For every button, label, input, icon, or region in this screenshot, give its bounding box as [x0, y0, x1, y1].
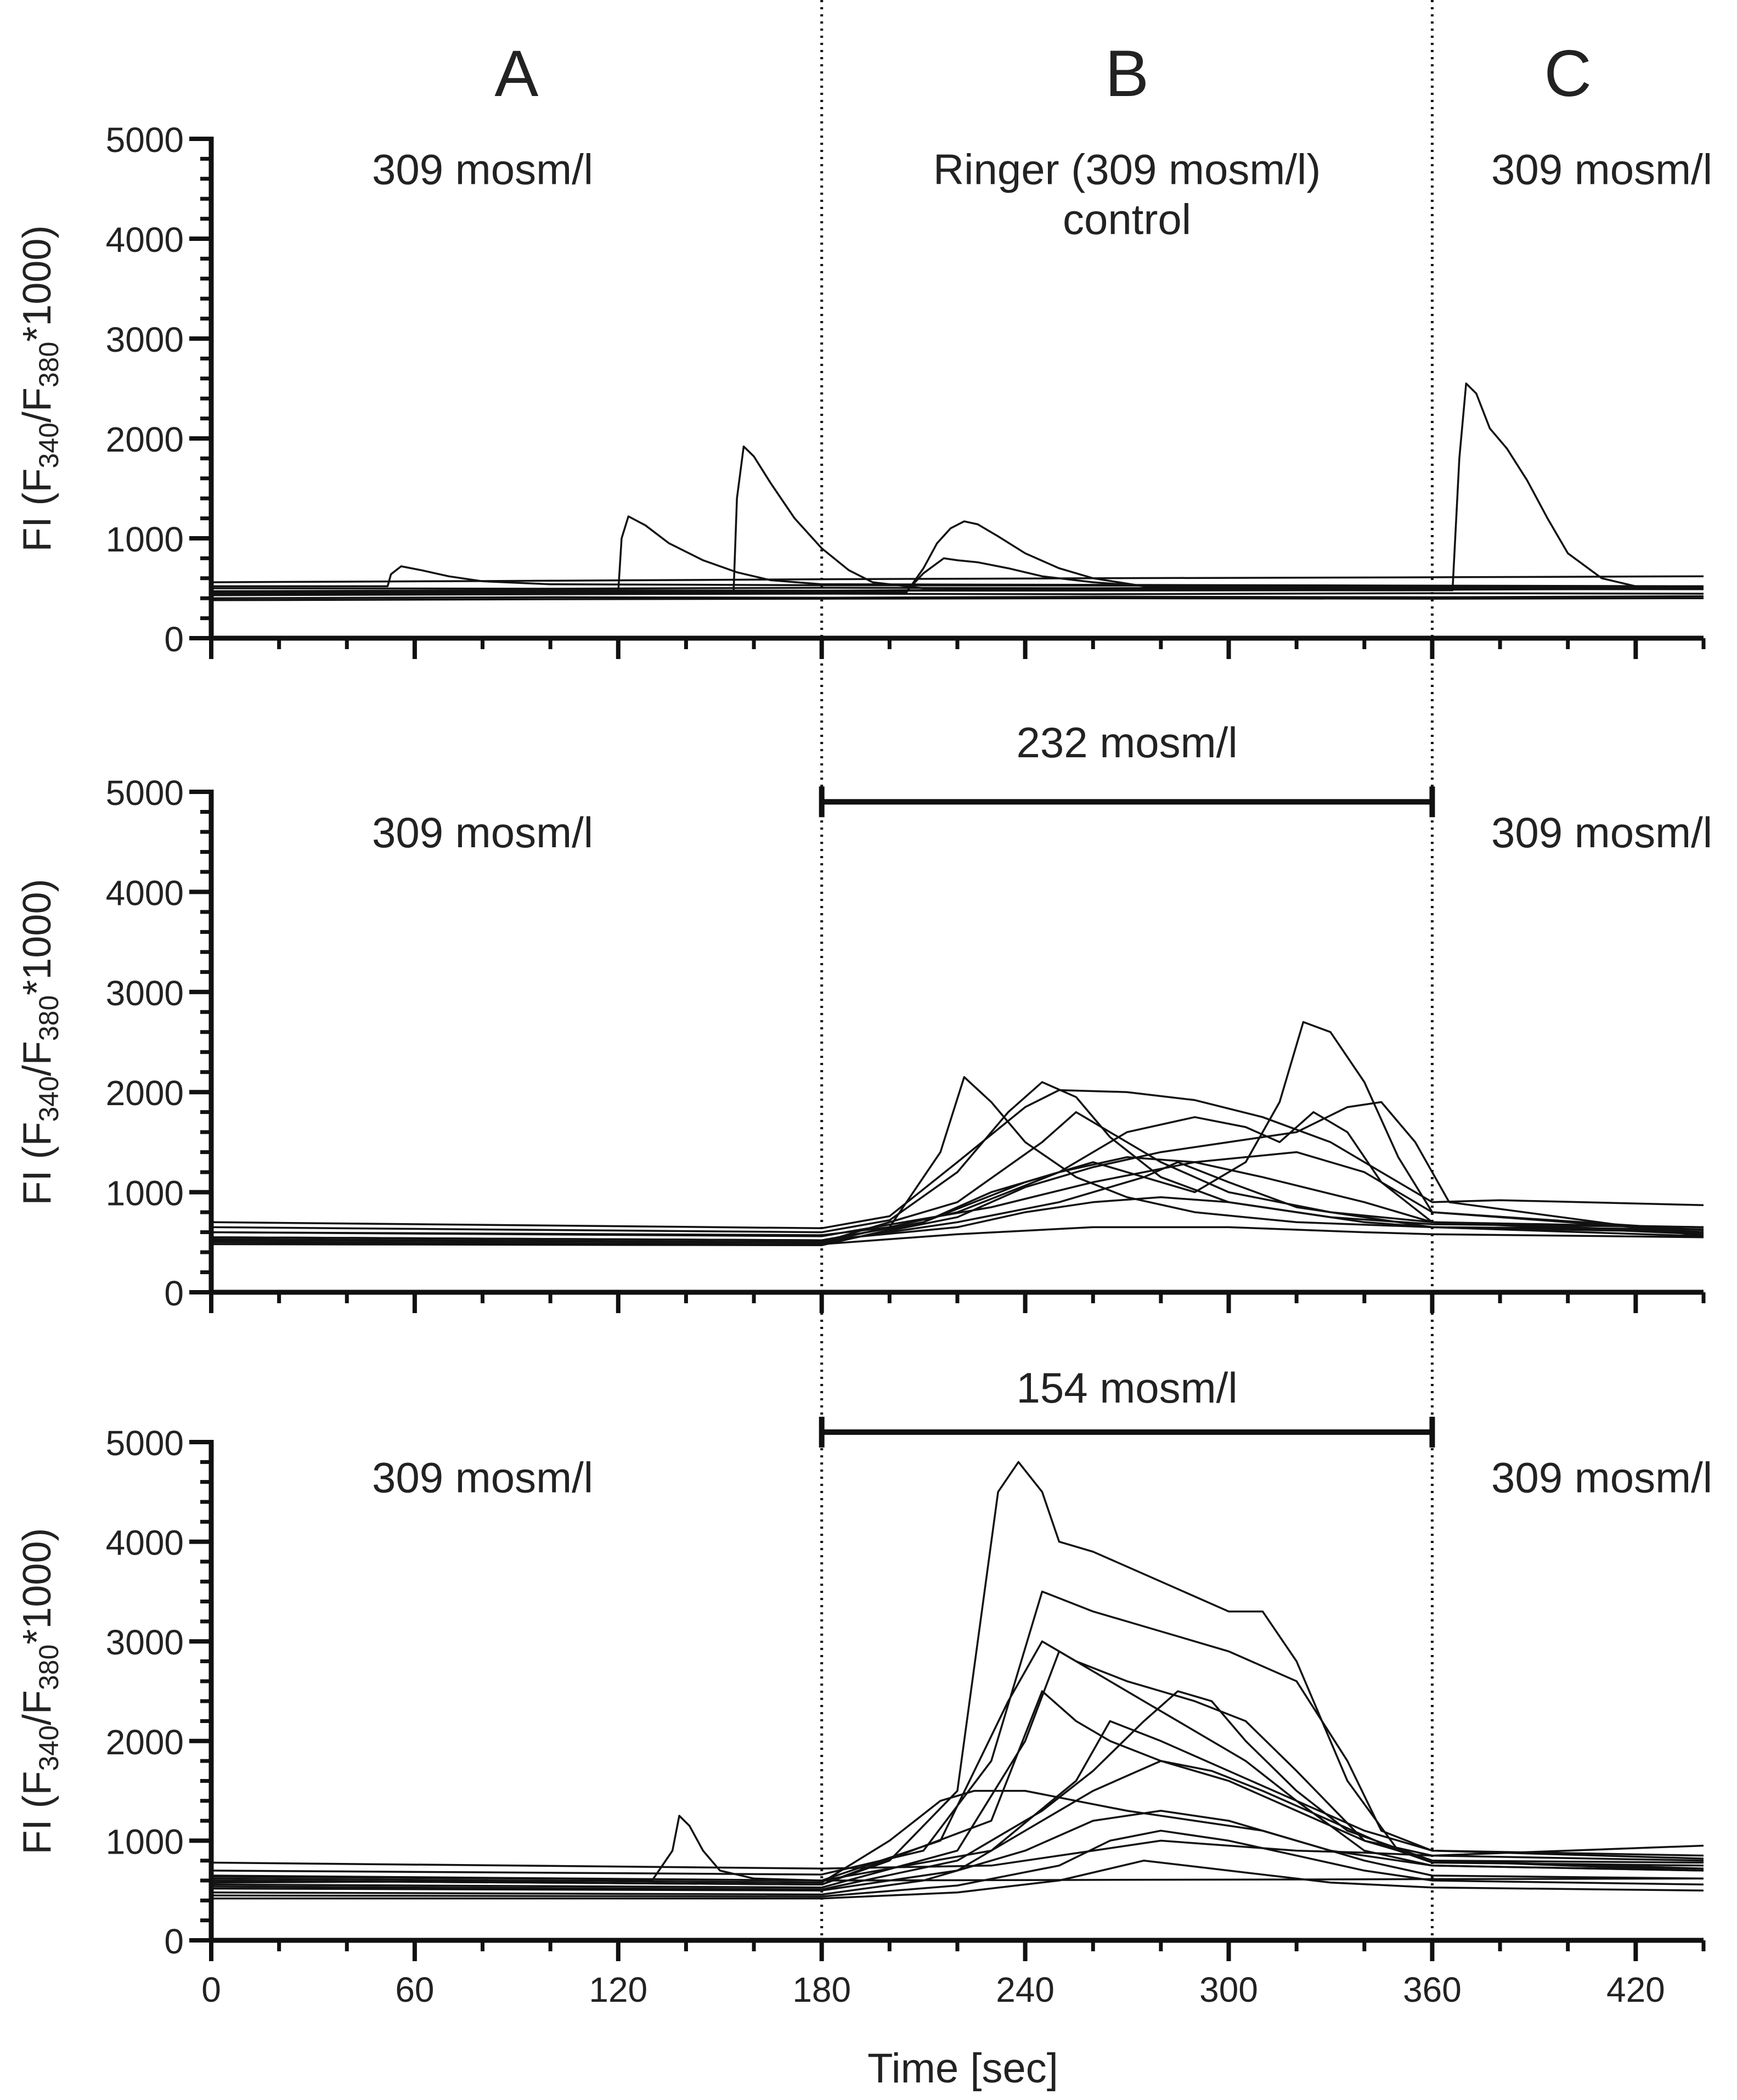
- y-axis-label: FI (F340/F380*1000): [15, 1528, 64, 1855]
- y-axis-label-part: 380: [33, 342, 64, 387]
- trace-line: [211, 1760, 1704, 1891]
- y-tick-label: 0: [164, 620, 184, 659]
- trace-line: [211, 1021, 1704, 1241]
- phase-label-c: C: [1544, 37, 1592, 110]
- trace-line: [211, 1720, 1704, 1882]
- y-tick-label: 5000: [106, 1423, 184, 1463]
- x-tick-label: 0: [201, 1970, 221, 2009]
- y-axis-label-part: 380: [33, 1645, 64, 1690]
- annotation: 309 mosm/l: [372, 1454, 593, 1502]
- trace-line: [211, 445, 1704, 595]
- x-tick-label: 300: [1199, 1970, 1258, 2009]
- annotation: 309 mosm/l: [1491, 145, 1712, 194]
- y-axis-label-part: *1000): [15, 879, 59, 995]
- y-tick-label: 5000: [106, 120, 184, 160]
- x-axis-label: Time [sec]: [867, 2045, 1058, 2092]
- y-axis-label-part: 340: [33, 423, 64, 468]
- trace-line: [211, 520, 1704, 594]
- y-axis-label-part: /F: [15, 1690, 59, 1725]
- trace-line: [211, 1690, 1704, 1891]
- y-tick-label: 3000: [106, 1623, 184, 1662]
- trace-line: [211, 1101, 1704, 1246]
- y-tick-label: 4000: [106, 220, 184, 260]
- trace-line: [211, 1829, 1704, 1898]
- x-tick-label: 180: [792, 1970, 851, 2009]
- trace-line: [211, 1196, 1704, 1241]
- y-tick-label: 2000: [106, 1073, 184, 1113]
- y-axis-label-part: *1000): [15, 226, 59, 342]
- phase-label-a: A: [494, 37, 538, 110]
- y-axis-label: FI (F340/F380*1000): [15, 226, 64, 552]
- trace-line: [211, 1859, 1704, 1900]
- annotation: Ringer (309 mosm/l): [933, 145, 1321, 194]
- y-tick-label: 4000: [106, 1523, 184, 1563]
- y-tick-label: 5000: [106, 773, 184, 813]
- y-tick-label: 1000: [106, 1822, 184, 1861]
- y-tick-label: 2000: [106, 1722, 184, 1762]
- y-tick-label: 0: [164, 1274, 184, 1313]
- trace-line: [211, 515, 1704, 594]
- y-axis-label-part: FI (F: [15, 1771, 59, 1855]
- y-tick-label: 1000: [106, 520, 184, 559]
- trace-line: [211, 1640, 1704, 1882]
- trace-line: [211, 1839, 1704, 1870]
- trace-line: [211, 595, 1704, 599]
- trace-line: [211, 1650, 1704, 1889]
- trace-line: [211, 1590, 1704, 1876]
- phase-layer: A B C: [494, 0, 1592, 1943]
- y-tick-label: 0: [164, 1922, 184, 1961]
- trace-line: [211, 1461, 1704, 1886]
- x-tick-label: 120: [589, 1970, 647, 2009]
- annotation: 309 mosm/l: [372, 145, 593, 194]
- annotation: control: [1063, 195, 1191, 244]
- panel-bottom: 0 1000 2000 3000 4000 5000 0 60 120 180 240 300 360 4…: [15, 1364, 1712, 2009]
- phase-label-b: B: [1105, 37, 1149, 110]
- trace-line: [211, 1151, 1704, 1237]
- trace-line: [211, 1226, 1704, 1246]
- trace-line: [211, 1111, 1704, 1243]
- y-tick-label: 3000: [106, 973, 184, 1013]
- trace-line: [211, 1810, 1704, 1896]
- y-tick-label: 4000: [106, 873, 184, 913]
- y-axis-label-part: 380: [33, 995, 64, 1041]
- annotation: 309 mosm/l: [372, 808, 593, 857]
- x-tick-label: 360: [1403, 1970, 1462, 2009]
- y-axis-label: FI (F340/F380*1000): [15, 879, 64, 1206]
- trace-line: [211, 597, 1704, 601]
- x-tick-label: 240: [996, 1970, 1054, 2009]
- y-axis-label-part: /F: [15, 1041, 59, 1076]
- trace-line: [211, 565, 1704, 588]
- y-axis-label-part: FI (F: [15, 1122, 59, 1206]
- y-axis-label-part: *1000): [15, 1528, 59, 1645]
- trace-line: [211, 557, 1704, 594]
- annotation: 309 mosm/l: [1491, 1454, 1712, 1502]
- annotation: 154 mosm/l: [1017, 1364, 1238, 1412]
- annotation: 232 mosm/l: [1017, 718, 1238, 767]
- trace-line: [211, 382, 1704, 593]
- panel-top: 0 1000 2000 3000 4000 5000 FI (F340/F380*1000)…: [15, 120, 1712, 659]
- y-axis-label-part: 340: [33, 1076, 64, 1122]
- annotation: 309 mosm/l: [1491, 808, 1712, 857]
- trace-line: [211, 1161, 1704, 1243]
- x-tick-label: 420: [1606, 1970, 1665, 2009]
- y-tick-label: 2000: [106, 420, 184, 459]
- trace-line: [211, 1156, 1704, 1247]
- y-axis-label-part: /F: [15, 387, 59, 423]
- x-tick-label: 60: [395, 1970, 434, 2009]
- y-axis-label-part: FI (F: [15, 469, 59, 552]
- y-tick-label: 1000: [106, 1174, 184, 1213]
- y-axis-label-part: 340: [33, 1725, 64, 1771]
- panel-middle: 0 1000 2000 3000 4000 5000 FI (F340/F380*1000)…: [15, 718, 1712, 1313]
- trace-line: [211, 575, 1704, 583]
- y-tick-label: 3000: [106, 320, 184, 359]
